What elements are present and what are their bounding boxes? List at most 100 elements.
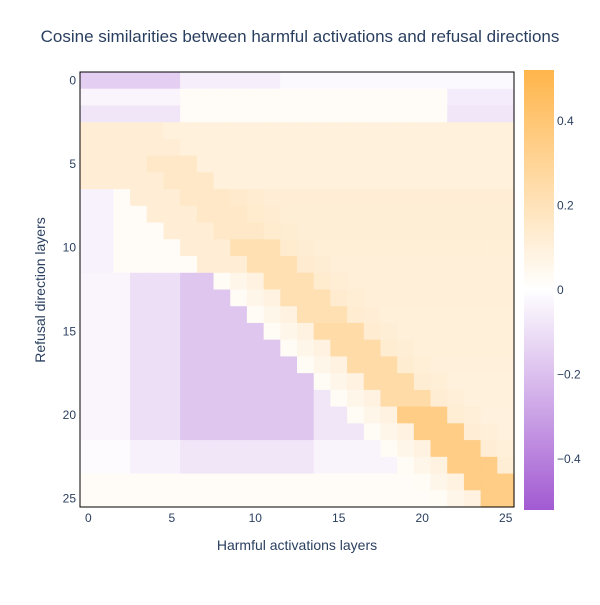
heatmap-cell: [180, 440, 198, 458]
heatmap-cell: [463, 138, 482, 157]
heatmap-cell: [480, 155, 498, 173]
heatmap-cell: [180, 256, 198, 274]
heatmap-cell: [196, 189, 215, 207]
heatmap-cell: [246, 239, 265, 257]
heatmap-cell: [263, 423, 281, 441]
heatmap-cell: [180, 339, 198, 358]
heatmap-cell: [413, 339, 432, 358]
heatmap-cell: [363, 239, 382, 257]
heatmap-cell: [263, 122, 281, 140]
heatmap-cell: [463, 356, 482, 374]
heatmap-cell: [463, 423, 482, 441]
heatmap-cell: [413, 155, 432, 173]
heatmap-cell: [230, 490, 248, 508]
heatmap-cell: [96, 389, 114, 408]
heatmap-cell: [413, 306, 432, 324]
x-tick-label: 20: [416, 511, 430, 525]
x-axis-ticks: 0 5 10 15 20 25: [85, 511, 513, 525]
heatmap-cell: [113, 440, 131, 458]
heatmap-cell: [447, 322, 465, 341]
heatmap-cell: [347, 205, 365, 224]
heatmap-cell: [447, 423, 465, 441]
heatmap-cell: [463, 289, 482, 307]
heatmap-cell: [497, 322, 515, 341]
heatmap-cell: [246, 222, 265, 240]
heatmap-cell: [263, 256, 281, 274]
heatmap-cell: [330, 339, 348, 358]
heatmap-cell: [413, 88, 432, 107]
heatmap-cell: [80, 105, 98, 123]
heatmap-cell: [280, 72, 298, 90]
heatmap-cell: [347, 423, 365, 441]
heatmap-cell: [297, 490, 315, 508]
heatmap-cell: [196, 272, 215, 291]
heatmap-cell: [413, 373, 432, 391]
heatmap-cell: [96, 356, 114, 374]
heatmap-cell: [163, 138, 181, 157]
heatmap-cell: [463, 406, 482, 424]
heatmap-cell: [113, 373, 131, 391]
heatmap-cell: [347, 138, 365, 157]
heatmap-cell: [96, 473, 114, 491]
heatmap-cell: [80, 122, 98, 140]
heatmap-cell: [180, 205, 198, 224]
heatmap-cell: [297, 306, 315, 324]
heatmap-cell: [230, 289, 248, 307]
heatmap-cell: [347, 88, 365, 107]
heatmap-cell: [397, 456, 415, 475]
heatmap-cell: [397, 490, 415, 508]
heatmap-cell: [113, 306, 131, 324]
heatmap-cell: [146, 88, 165, 107]
heatmap-cell: [430, 272, 448, 291]
heatmap-cell: [80, 406, 98, 424]
heatmap-cell: [246, 272, 265, 291]
heatmap-cell: [80, 239, 98, 257]
heatmap-cell: [480, 256, 498, 274]
heatmap-cell: [313, 306, 331, 324]
heatmap-cell: [280, 138, 298, 157]
heatmap-cell: [113, 490, 131, 508]
heatmap-cell: [497, 105, 515, 123]
heatmap-cell: [497, 72, 515, 90]
heatmap-cell: [163, 88, 181, 107]
heatmap-cell: [163, 473, 181, 491]
heatmap-cell: [180, 373, 198, 391]
heatmap-cell: [146, 440, 165, 458]
heatmap-cell: [246, 373, 265, 391]
heatmap-cell: [80, 440, 98, 458]
heatmap-cell: [196, 105, 215, 123]
heatmap-cell: [480, 306, 498, 324]
heatmap-cell: [397, 423, 415, 441]
heatmap-cell: [180, 306, 198, 324]
heatmap-cell: [80, 306, 98, 324]
heatmap-cell: [497, 406, 515, 424]
heatmap-cell: [463, 389, 482, 408]
heatmap-cell: [180, 122, 198, 140]
heatmap-cell: [280, 205, 298, 224]
heatmap-cell: [263, 456, 281, 475]
heatmap-cell: [330, 239, 348, 257]
heatmap-cell: [230, 473, 248, 491]
heatmap-cell: [80, 222, 98, 240]
heatmap-cell: [80, 339, 98, 358]
heatmap-cell: [196, 289, 215, 307]
heatmap-cell: [363, 205, 382, 224]
heatmap-cell: [413, 456, 432, 475]
heatmap-cell: [96, 189, 114, 207]
y-tick-label: 20: [63, 408, 77, 422]
heatmap-cell: [397, 155, 415, 173]
heatmap-cell: [397, 172, 415, 190]
heatmap-cell: [130, 205, 148, 224]
heatmap-cell: [213, 189, 231, 207]
heatmap-cell: [113, 473, 131, 491]
heatmap-cell: [413, 172, 432, 190]
heatmap-cell: [213, 473, 231, 491]
heatmap-cell: [397, 205, 415, 224]
heatmap-cell: [397, 473, 415, 491]
heatmap-cell: [480, 490, 498, 508]
heatmap-cell: [397, 88, 415, 107]
heatmap-cell: [413, 322, 432, 341]
heatmap-cell: [246, 189, 265, 207]
heatmap-cell: [380, 222, 398, 240]
